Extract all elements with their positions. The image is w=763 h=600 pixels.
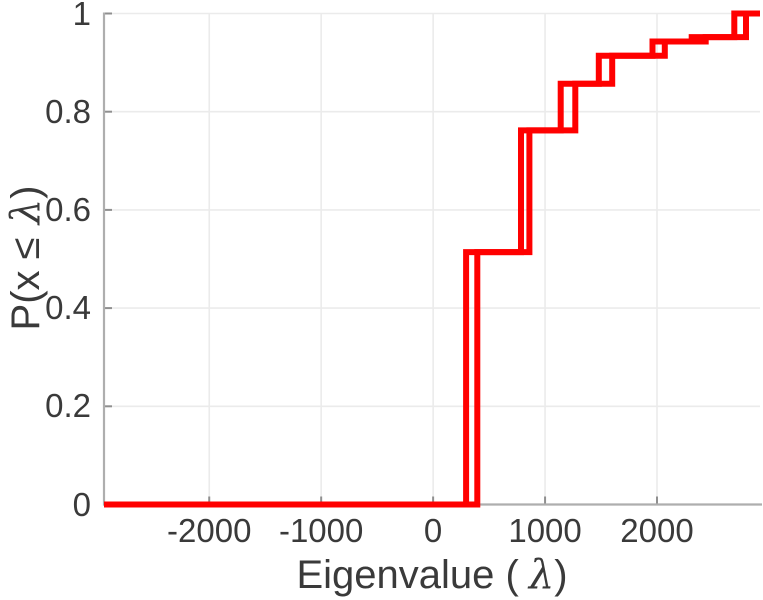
y-tick-label: 0.8 [45, 92, 91, 130]
x-tick-label: 0 [423, 512, 443, 549]
x-tick-label: -1000 [278, 512, 364, 549]
lambda-symbol: λ [528, 552, 555, 598]
y-tick-label: 1 [72, 0, 91, 32]
y-axis-label-close: ) [4, 185, 48, 199]
x-tick-label: 1000 [508, 512, 582, 549]
x-axis-label-text: Eigenvalue ( [296, 553, 519, 597]
y-tick-label: 0 [72, 485, 91, 523]
ecdf-curve-2 [104, 10, 760, 508]
x-tick-label: -2000 [167, 512, 252, 549]
x-axis-label-close: ) [554, 553, 568, 597]
ecdf-curve-1 [104, 10, 760, 508]
y-tick-label: 0.2 [45, 387, 91, 425]
lambda-symbol: λ [3, 198, 49, 225]
x-tick-label: 2000 [620, 512, 694, 549]
y-tick-label: 0.4 [45, 289, 91, 327]
y-axis-label: P(x ≤ λ) [3, 186, 49, 331]
y-axis-label-text: P(x ≤ [4, 226, 48, 331]
y-tick-label: 0.6 [45, 190, 91, 228]
x-axis-label: Eigenvalue (λ) [104, 552, 760, 598]
